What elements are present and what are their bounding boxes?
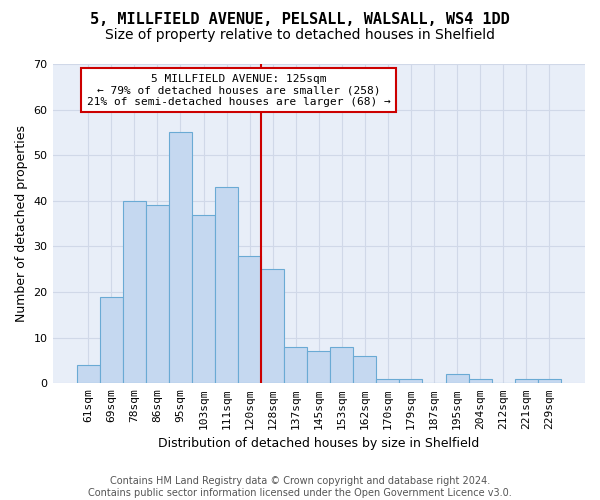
Bar [400,378,422,384]
Bar [469,378,491,384]
Bar [100,296,123,384]
Text: 5, MILLFIELD AVENUE, PELSALL, WALSALL, WS4 1DD: 5, MILLFIELD AVENUE, PELSALL, WALSALL, W… [90,12,510,28]
Bar [353,356,376,384]
Bar [169,132,192,384]
Bar [515,378,538,384]
Bar [192,214,215,384]
X-axis label: Distribution of detached houses by size in Shelfield: Distribution of detached houses by size … [158,437,479,450]
Bar [215,187,238,384]
Bar [77,365,100,384]
Bar [261,270,284,384]
Bar [123,201,146,384]
Bar [376,378,400,384]
Bar [330,347,353,384]
Bar [446,374,469,384]
Text: Size of property relative to detached houses in Shelfield: Size of property relative to detached ho… [105,28,495,42]
Bar [538,378,561,384]
Text: 5 MILLFIELD AVENUE: 125sqm
← 79% of detached houses are smaller (258)
21% of sem: 5 MILLFIELD AVENUE: 125sqm ← 79% of deta… [87,74,391,107]
Text: Contains HM Land Registry data © Crown copyright and database right 2024.
Contai: Contains HM Land Registry data © Crown c… [88,476,512,498]
Bar [284,347,307,384]
Bar [146,206,169,384]
Bar [238,256,261,384]
Y-axis label: Number of detached properties: Number of detached properties [15,125,28,322]
Bar [307,352,330,384]
